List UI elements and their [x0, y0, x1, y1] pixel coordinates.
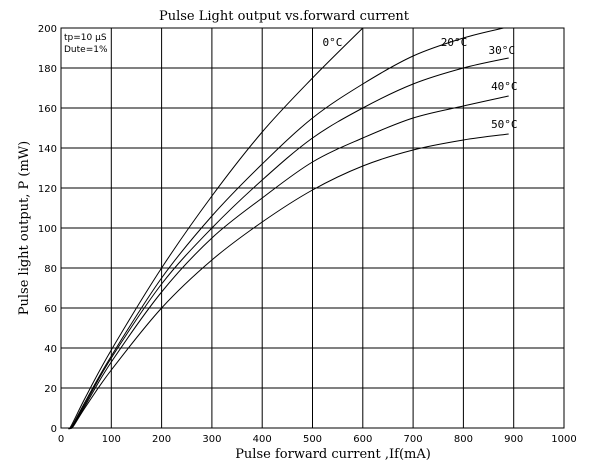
y-tick-label: 140	[38, 144, 57, 155]
tick-labels: 0 100 200 300 400 500 600 700 800 900 1000 0 20 40 60 8…	[38, 24, 577, 445]
y-tick-label: 200	[38, 24, 57, 35]
chart-title: Pulse Light output vs.forward current	[159, 9, 410, 24]
x-tick-label: 500	[303, 434, 322, 445]
series-line-0c	[68, 27, 364, 430]
y-tick-label: 180	[38, 64, 57, 75]
annotation-pulse-width: tp=10 μS	[64, 33, 107, 43]
y-tick-label: 100	[38, 224, 57, 235]
y-tick-label: 80	[44, 264, 57, 275]
x-tick-label: 100	[102, 434, 121, 445]
series-label-0c: 0°C	[323, 36, 343, 49]
series-labels: 0°C 20°C 30°C 40°C 50°C	[323, 36, 518, 131]
y-tick-label: 120	[38, 184, 57, 195]
series-line-50c	[70, 133, 509, 429]
series-label-20c: 20°C	[441, 36, 468, 49]
grid	[60, 27, 565, 429]
y-tick-label: 60	[44, 304, 57, 315]
series-line-30c	[69, 57, 509, 429]
annotation-duty: Dute=1%	[64, 45, 108, 55]
series-label-40c: 40°C	[491, 80, 518, 93]
y-tick-label: 40	[44, 344, 57, 355]
x-tick-label: 900	[504, 434, 523, 445]
y-tick-label: 0	[51, 424, 57, 435]
x-axis-label: Pulse forward current ,If(mA)	[235, 447, 431, 462]
series-line-40c	[70, 95, 509, 429]
series-line-20c	[69, 27, 504, 430]
x-tick-label: 1000	[551, 434, 576, 445]
y-tick-label: 160	[38, 104, 57, 115]
x-tick-label: 200	[152, 434, 171, 445]
y-axis-label: Pulse light output, P (mW)	[17, 141, 32, 315]
x-tick-label: 600	[353, 434, 372, 445]
x-tick-label: 400	[253, 434, 272, 445]
series-label-30c: 30°C	[489, 44, 516, 57]
x-tick-label: 0	[58, 434, 64, 445]
x-tick-label: 800	[454, 434, 473, 445]
plot-frame	[60, 27, 565, 429]
x-tick-label: 700	[404, 434, 423, 445]
y-tick-label: 20	[44, 384, 57, 395]
series-label-50c: 50°C	[491, 118, 518, 131]
curves	[68, 27, 509, 430]
x-tick-label: 300	[202, 434, 221, 445]
